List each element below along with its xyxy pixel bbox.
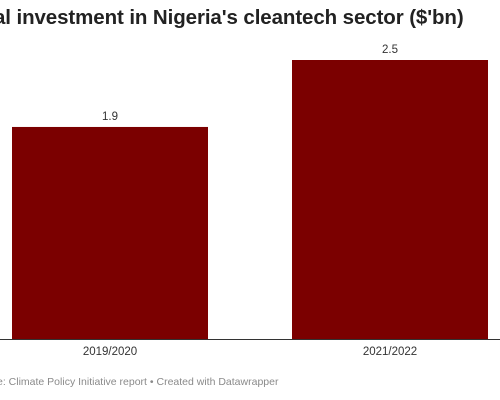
x-tick-label-2021/2022: 2021/2022: [363, 346, 417, 358]
source-footer: e: Climate Policy Initiative report • Cr…: [0, 376, 279, 388]
data-label-2021/2022: 2.5: [382, 44, 398, 56]
bar-2019/2020: [12, 126, 208, 340]
bar-2021/2022: [292, 60, 488, 339]
data-label-2019/2020: 1.9: [102, 111, 118, 123]
chart-title: al investment in Nigeria's cleantech sec…: [0, 6, 464, 29]
x-tick-label-2019/2020: 2019/2020: [83, 346, 137, 358]
